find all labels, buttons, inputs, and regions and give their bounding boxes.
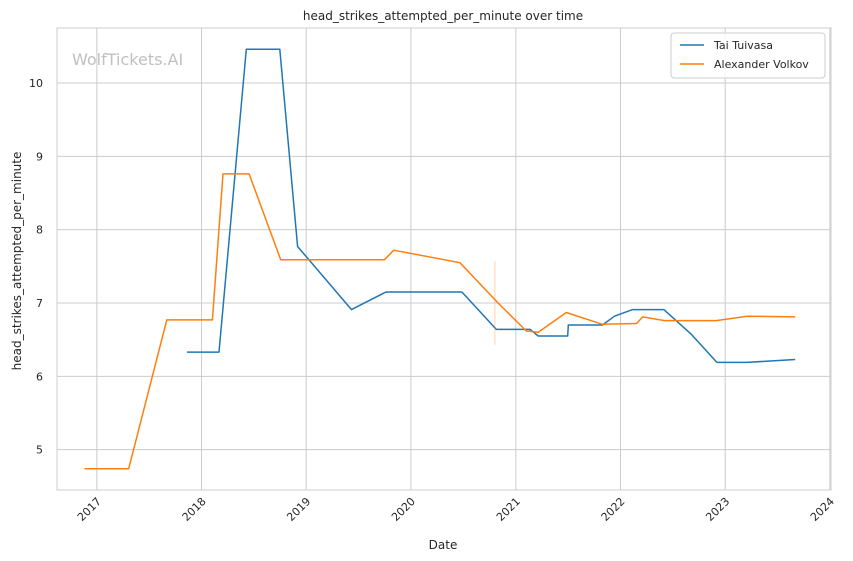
watermark-text: WolfTickets.AI: [72, 50, 183, 69]
y-tick-label: 7: [36, 297, 43, 310]
y-tick-label: 8: [36, 224, 43, 237]
chart-title: head_strikes_attempted_per_minute over t…: [303, 9, 583, 23]
y-tick-labels: 5 6 7 8 9 10: [29, 77, 43, 457]
y-tick-label: 5: [36, 444, 43, 457]
series-line-tai-tuivasa: [186, 48, 796, 364]
legend: Tai Tuivasa Alexander Volkov: [670, 32, 826, 79]
y-tick-label: 9: [36, 150, 43, 163]
series-line-alexander-volkov: [84, 173, 796, 470]
y-axis-label: head_strikes_attempted_per_minute: [10, 152, 24, 371]
plot-area: [56, 27, 832, 491]
y-tick-label: 6: [36, 370, 43, 383]
legend-label-tai-tuivasa: Tai Tuivasa: [713, 39, 773, 52]
x-axis-label: Date: [429, 538, 458, 552]
legend-box: [670, 32, 826, 79]
y-tick-label: 10: [29, 77, 43, 90]
legend-label-alexander-volkov: Alexander Volkov: [714, 58, 809, 71]
series-lines: [84, 48, 796, 470]
